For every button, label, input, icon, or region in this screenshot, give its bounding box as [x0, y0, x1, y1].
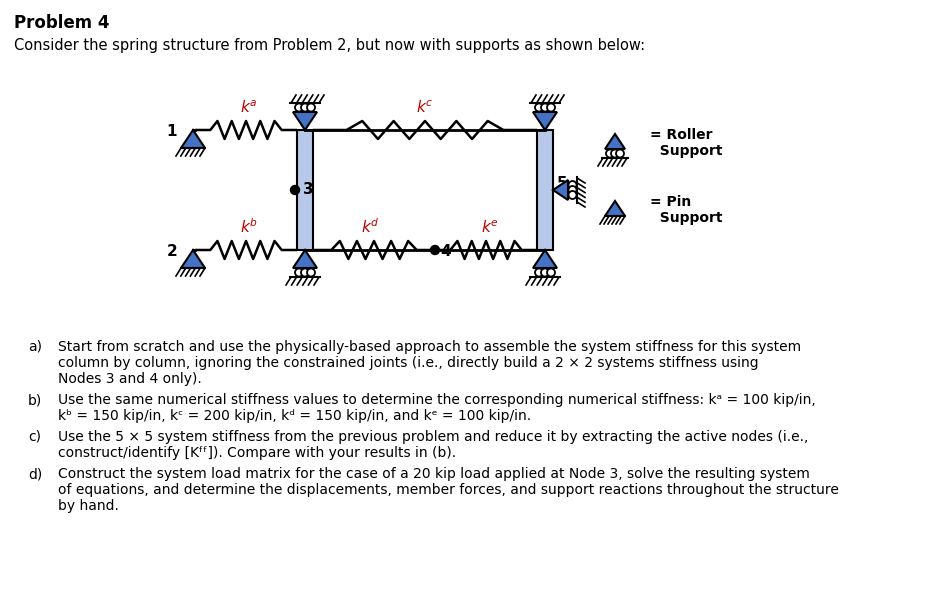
Circle shape [295, 104, 303, 111]
Text: b): b) [28, 393, 42, 407]
Text: $k^a$: $k^a$ [240, 100, 258, 116]
Polygon shape [605, 201, 625, 216]
Text: $k^d$: $k^d$ [361, 217, 379, 236]
Text: $k^b$: $k^b$ [239, 217, 258, 236]
Circle shape [568, 191, 577, 199]
Text: kᵇ = 150 kip/in, kᶜ = 200 kip/in, kᵈ = 150 kip/in, and kᵉ = 100 kip/in.: kᵇ = 150 kip/in, kᶜ = 200 kip/in, kᵈ = 1… [58, 409, 531, 423]
Text: of equations, and determine the displacements, member forces, and support reacti: of equations, and determine the displace… [58, 483, 839, 497]
Text: by hand.: by hand. [58, 499, 119, 513]
Circle shape [547, 269, 555, 276]
Polygon shape [533, 250, 557, 268]
Circle shape [301, 269, 309, 276]
Circle shape [301, 104, 309, 111]
Text: Consider the spring structure from Problem 2, but now with supports as shown bel: Consider the spring structure from Probl… [14, 38, 645, 53]
Text: construct/identify [Kᶠᶠ]). Compare with your results in (b).: construct/identify [Kᶠᶠ]). Compare with … [58, 446, 456, 460]
Text: 3: 3 [303, 183, 314, 197]
Circle shape [295, 269, 303, 276]
Text: Construct the system load matrix for the case of a 20 kip load applied at Node 3: Construct the system load matrix for the… [58, 467, 809, 481]
Circle shape [541, 104, 549, 111]
Text: c): c) [28, 430, 41, 444]
Text: = Roller
  Support: = Roller Support [650, 128, 722, 158]
Circle shape [307, 269, 315, 276]
Bar [297, 130, 313, 250]
Text: = Pin
  Support: = Pin Support [650, 195, 722, 225]
Polygon shape [605, 134, 625, 149]
Circle shape [611, 149, 619, 158]
Text: Start from scratch and use the physically-based approach to assemble the system : Start from scratch and use the physicall… [58, 340, 801, 354]
Text: 2: 2 [166, 244, 177, 260]
Text: a): a) [28, 340, 42, 354]
Polygon shape [293, 250, 317, 268]
Circle shape [430, 246, 439, 254]
Text: 1: 1 [166, 125, 177, 139]
Text: column by column, ignoring the constrained joints (i.e., directly build a 2 × 2 : column by column, ignoring the constrain… [58, 356, 759, 370]
Circle shape [568, 181, 577, 189]
Text: Use the same numerical stiffness values to determine the corresponding numerical: Use the same numerical stiffness values … [58, 393, 816, 407]
Polygon shape [553, 180, 568, 200]
Circle shape [616, 149, 624, 158]
Text: d): d) [28, 467, 42, 481]
Circle shape [541, 269, 549, 276]
Text: $k^e$: $k^e$ [481, 219, 499, 236]
Polygon shape [181, 130, 205, 148]
Text: 4: 4 [440, 244, 451, 260]
Polygon shape [293, 112, 317, 130]
Circle shape [568, 186, 577, 194]
Circle shape [535, 269, 543, 276]
Circle shape [307, 104, 315, 111]
Circle shape [535, 104, 543, 111]
Circle shape [547, 104, 555, 111]
Text: Use the 5 × 5 system stiffness from the previous problem and reduce it by extrac: Use the 5 × 5 system stiffness from the … [58, 430, 808, 444]
Text: $k^c$: $k^c$ [416, 100, 434, 116]
Polygon shape [181, 250, 205, 268]
Bar [537, 130, 553, 250]
Text: Nodes 3 and 4 only).: Nodes 3 and 4 only). [58, 372, 202, 386]
Polygon shape [533, 112, 557, 130]
Text: 5: 5 [557, 177, 567, 192]
Circle shape [290, 186, 300, 195]
Circle shape [606, 149, 614, 158]
Text: Problem 4: Problem 4 [14, 14, 110, 32]
